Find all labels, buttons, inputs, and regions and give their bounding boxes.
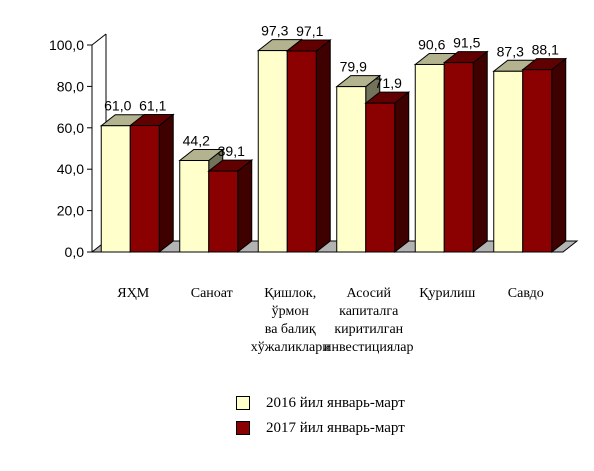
y-tick-label: 60,0 — [57, 120, 84, 136]
data-label: 71,9 — [375, 75, 402, 91]
y-tick-label: 40,0 — [57, 161, 84, 177]
bar — [365, 102, 396, 253]
legend-label-2017: 2017 йил январь-март — [266, 419, 405, 436]
x-tick-label: Асосий — [346, 286, 391, 301]
bar-side — [315, 38, 331, 254]
bar — [443, 62, 474, 253]
data-label: 87,3 — [497, 43, 524, 59]
x-tick-label: киритилган — [334, 322, 403, 337]
legend-swatch-2016 — [236, 396, 250, 410]
bar — [286, 50, 317, 253]
y-tick-label: 0,0 — [65, 244, 85, 260]
x-tick-label: Қурилиш — [419, 286, 475, 301]
bar — [493, 70, 524, 253]
x-tick-label: инвестициялар — [324, 340, 414, 355]
bar-side — [394, 91, 410, 254]
data-label: 97,1 — [296, 23, 323, 39]
bar-side — [472, 50, 488, 254]
x-tick-label: ЯҲМ — [117, 286, 149, 301]
legend-item-2017: 2017 йил январь-март — [236, 417, 405, 439]
bar — [208, 170, 239, 253]
x-tick-label: хўжаликлари — [251, 340, 330, 355]
x-tick-label: ва балиқ — [265, 322, 316, 337]
bar — [414, 63, 445, 253]
data-label: 39,1 — [218, 143, 245, 159]
x-tick-label: Савдо — [508, 286, 544, 301]
bar — [522, 69, 553, 253]
legend-label-2016: 2016 йил январь-март — [266, 394, 405, 411]
bar — [336, 86, 367, 253]
bar-side — [551, 57, 567, 254]
x-tick-label: капиталга — [339, 304, 399, 319]
bar — [100, 125, 131, 253]
bar — [129, 125, 160, 253]
y-axis-top-edge — [91, 33, 107, 46]
y-tick-label: 20,0 — [57, 203, 84, 219]
bar-side — [158, 113, 174, 254]
legend-item-2016: 2016 йил январь-март — [236, 392, 405, 414]
data-label: 44,2 — [183, 133, 210, 149]
data-label: 79,9 — [340, 59, 367, 75]
y-tick-label: 80,0 — [57, 78, 84, 94]
legend-swatch-2017 — [236, 421, 250, 435]
data-label: 97,3 — [261, 23, 288, 39]
bar — [257, 50, 288, 253]
bar — [179, 160, 210, 253]
data-label: 88,1 — [532, 42, 559, 58]
data-label: 91,5 — [453, 35, 480, 51]
chart: 0,0 20,0 40,0 60,0 80,0 100,0 61,0 61,1 ЯҲМ 44,2 3… — [49, 23, 579, 355]
bar-side — [237, 159, 253, 254]
data-label: 90,6 — [418, 36, 445, 52]
x-tick-label: ўрмон — [272, 304, 310, 319]
y-tick-label: 100,0 — [49, 37, 84, 53]
data-label: 61,0 — [104, 98, 131, 114]
legend: 2016 йил январь-март 2017 йил январь-мар… — [236, 392, 405, 442]
x-tick-label: Саноат — [191, 286, 233, 301]
data-label: 61,1 — [139, 98, 166, 114]
x-tick-label: Қишлок, — [264, 286, 316, 301]
